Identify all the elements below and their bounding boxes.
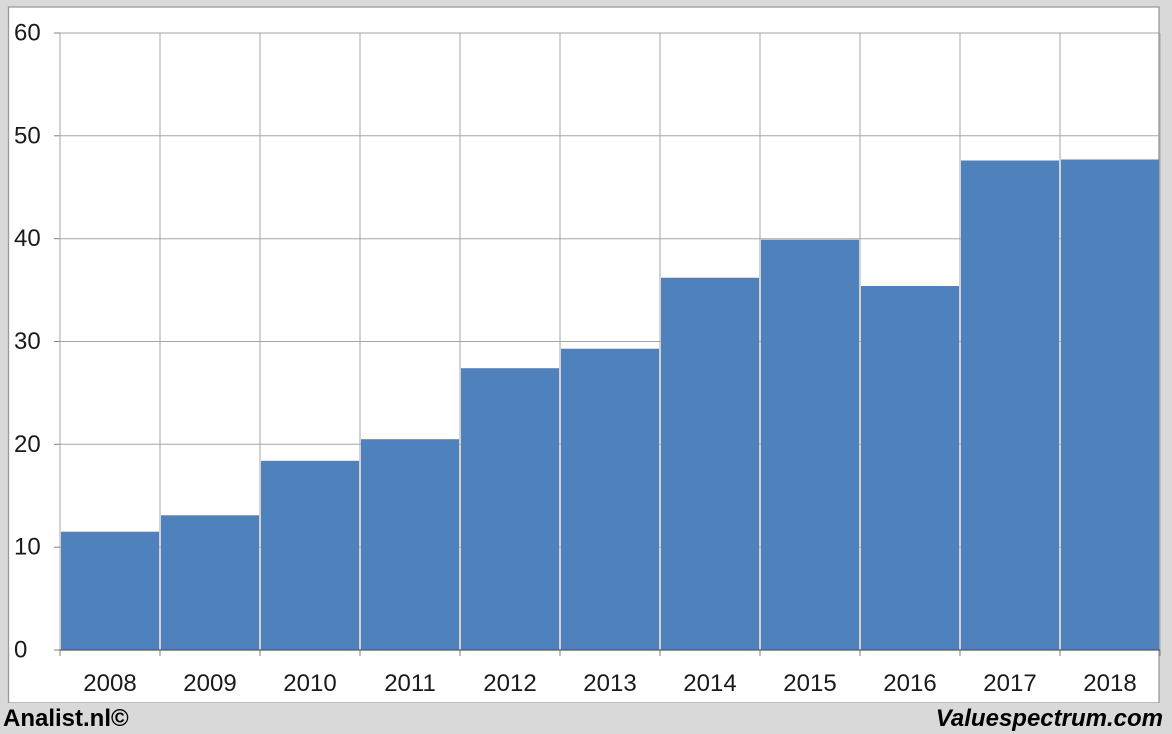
svg-text:60: 60 (14, 20, 41, 47)
svg-text:2015: 2015 (783, 670, 836, 697)
svg-text:30: 30 (14, 328, 41, 355)
svg-text:10: 10 (14, 534, 41, 561)
svg-text:0: 0 (14, 637, 27, 664)
svg-text:2012: 2012 (483, 670, 536, 697)
svg-text:2013: 2013 (583, 670, 636, 697)
svg-text:2010: 2010 (283, 670, 336, 697)
svg-text:20: 20 (14, 431, 41, 458)
svg-text:2008: 2008 (83, 670, 136, 697)
svg-text:2014: 2014 (683, 670, 736, 697)
svg-text:2009: 2009 (183, 670, 236, 697)
svg-text:2016: 2016 (883, 670, 936, 697)
svg-text:2017: 2017 (983, 670, 1036, 697)
svg-text:2018: 2018 (1083, 670, 1136, 697)
svg-text:50: 50 (14, 122, 41, 149)
svg-text:2011: 2011 (384, 670, 436, 697)
svg-text:40: 40 (14, 225, 41, 252)
